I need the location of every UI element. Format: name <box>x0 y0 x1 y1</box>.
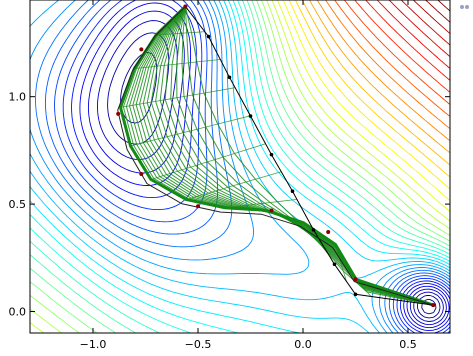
initial-path-point <box>332 262 337 267</box>
contour-level <box>437 0 450 12</box>
contour-level <box>30 0 450 333</box>
converged-green-path <box>118 5 434 307</box>
contour-level <box>30 0 450 333</box>
contour-level <box>30 0 450 333</box>
contour-level <box>30 0 450 333</box>
contour-lines <box>30 0 450 333</box>
reference-path-line <box>117 6 434 306</box>
contour-level <box>30 0 450 333</box>
mep-point <box>183 4 188 9</box>
mep-point <box>196 204 200 209</box>
initial-path-point <box>227 75 232 80</box>
plot-frame <box>29 0 451 334</box>
contour-level <box>30 0 450 333</box>
contour-level <box>35 0 450 333</box>
contour-level <box>425 0 450 23</box>
y-tick-label: 1.0 <box>9 91 27 104</box>
contour-level <box>30 0 450 333</box>
contour-level <box>316 0 450 142</box>
x-tick-label: 0.5 <box>399 338 417 351</box>
mep-point <box>353 277 358 282</box>
contour-level <box>334 0 450 117</box>
image-trajectory <box>156 31 205 36</box>
x-tick-label: −1.0 <box>80 338 107 351</box>
initial-path-point <box>290 189 295 194</box>
stray-marker <box>460 5 469 9</box>
iterate-path <box>184 6 434 306</box>
initial-path-point <box>248 114 253 118</box>
contour-level <box>276 0 450 212</box>
contour-level <box>30 0 450 333</box>
y-axis-ticks: 0.0 0.5 1.0 <box>9 91 450 319</box>
contour-level <box>97 20 447 326</box>
y-tick-label: 0.5 <box>9 198 27 211</box>
contour-level <box>325 0 450 130</box>
mep-point <box>116 111 121 116</box>
contour-level <box>30 0 450 333</box>
mep-point <box>139 172 144 177</box>
contour-level <box>295 0 450 178</box>
band-paths <box>116 4 436 308</box>
image-trajectory <box>186 171 282 200</box>
contour-level <box>30 0 450 333</box>
mep-point <box>431 303 436 308</box>
mep-point <box>269 208 274 213</box>
y-tick-label: 0.0 <box>9 306 27 319</box>
initial-path-point <box>311 228 316 232</box>
image-trajectory <box>120 87 236 108</box>
contour-level <box>288 0 450 190</box>
contour-level <box>309 0 450 154</box>
x-tick-label: −0.5 <box>185 338 212 351</box>
image-trajectory <box>134 59 221 69</box>
initial-path-point <box>269 152 274 157</box>
x-tick-label: 0.0 <box>294 338 312 351</box>
contour-level <box>301 0 450 166</box>
image-trajectory <box>150 143 266 180</box>
contour-level <box>30 0 450 333</box>
mep-point <box>326 230 331 235</box>
initial-path-line <box>185 6 434 306</box>
contour-level <box>376 0 450 69</box>
contour-level <box>30 0 450 333</box>
contour-level <box>44 0 450 333</box>
contour-level <box>400 0 450 46</box>
contour-level <box>365 0 450 81</box>
contour-level <box>421 298 437 315</box>
contour-level <box>388 0 450 58</box>
initial-path-point <box>353 292 358 297</box>
mep-point <box>139 47 144 52</box>
image-trajectory <box>130 115 251 147</box>
plot-background <box>30 0 450 333</box>
contour-level <box>62 0 450 333</box>
contour-level <box>30 0 450 333</box>
x-axis-ticks: −1.0 −0.5 0.0 0.5 <box>80 0 417 351</box>
initial-path-point <box>206 34 211 39</box>
